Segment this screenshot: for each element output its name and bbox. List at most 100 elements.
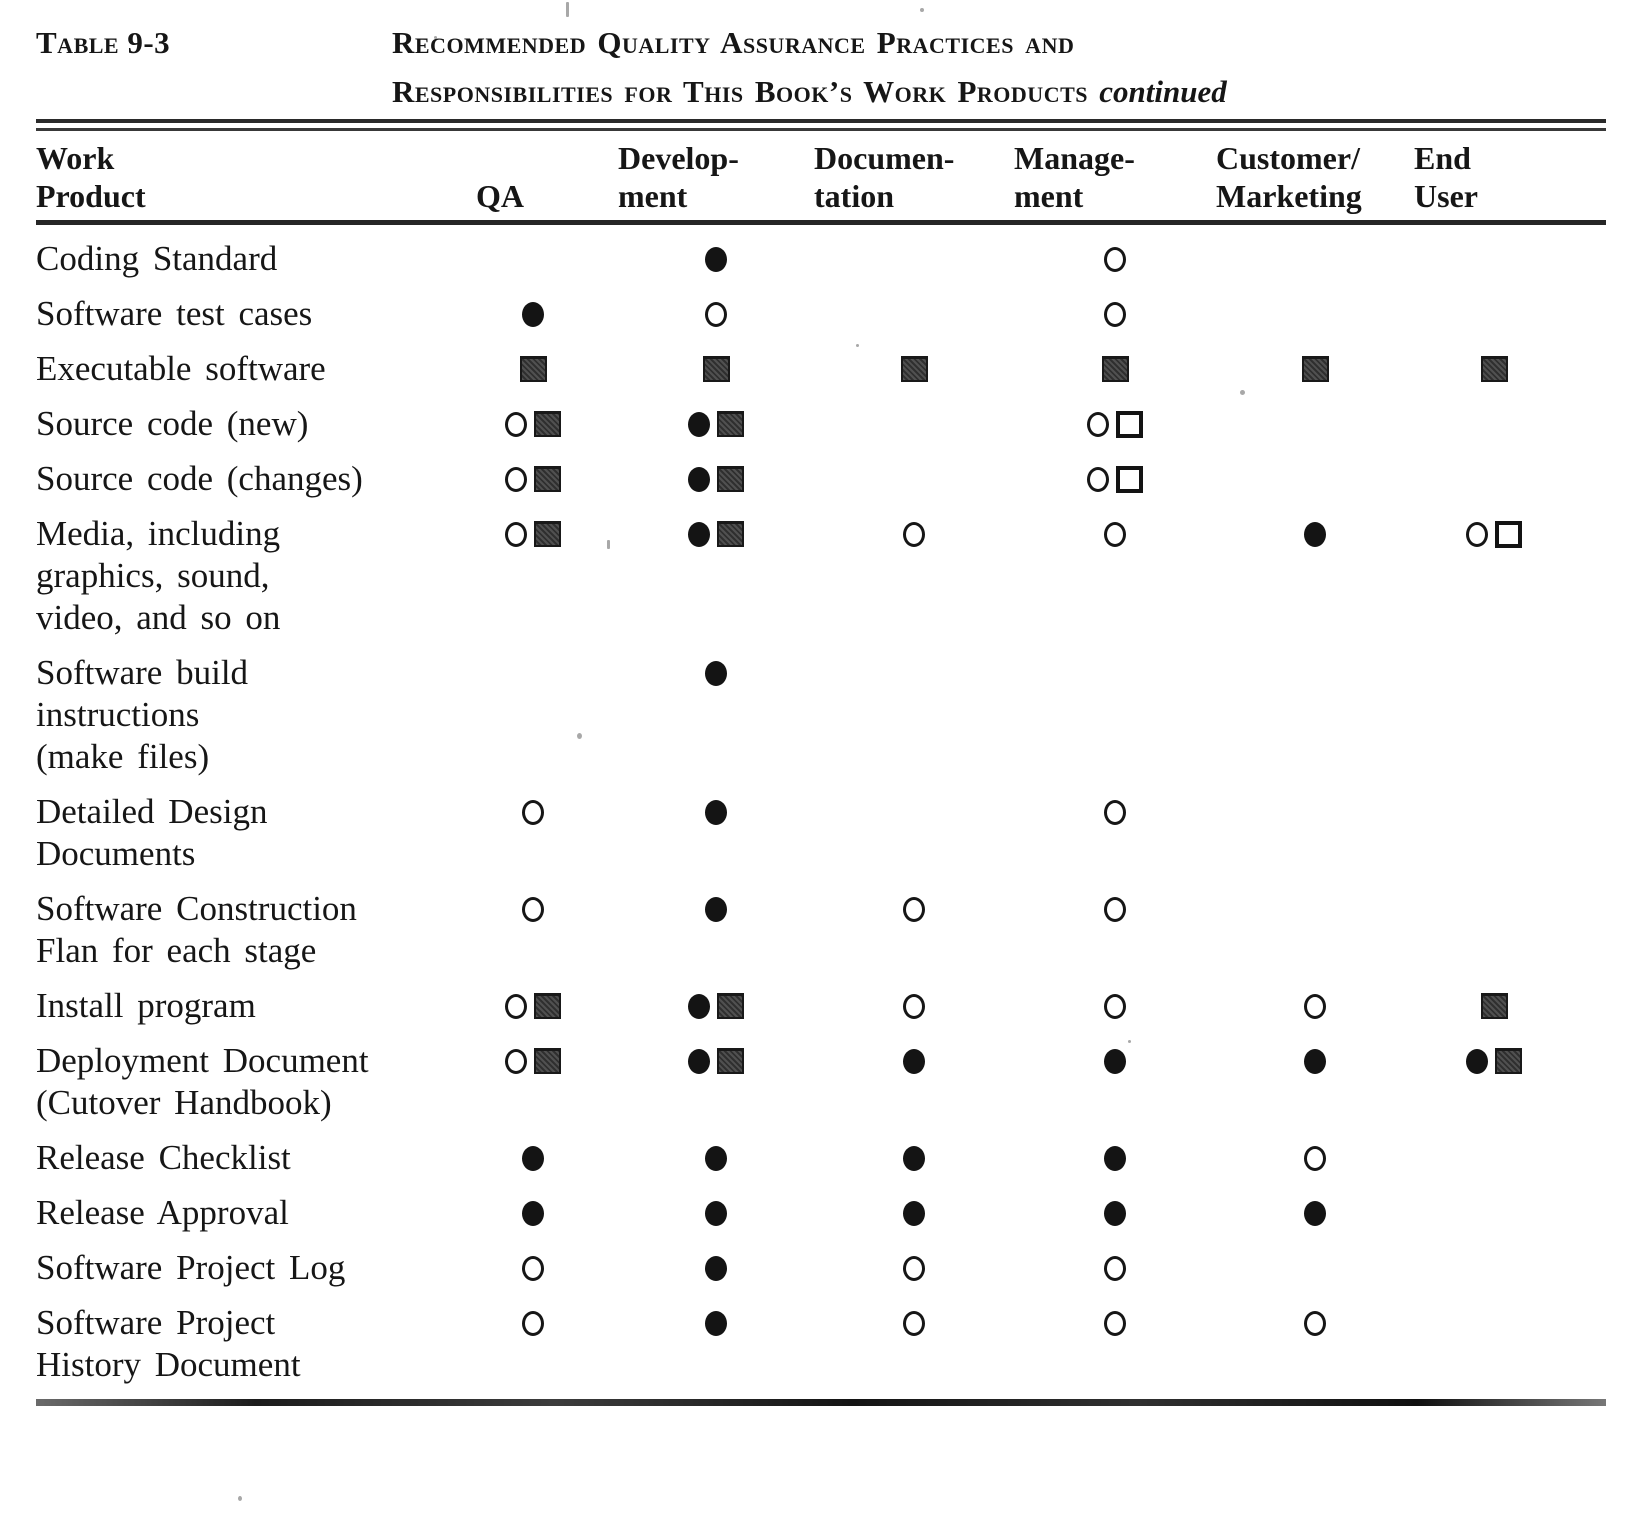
cell-customer_marketing: [1216, 238, 1414, 280]
open-circle-icon: [1104, 246, 1126, 272]
work-product-label: Source code (new): [36, 403, 448, 445]
work-product-label-line: Software build: [36, 653, 249, 692]
work-product-label: Deployment Document (Cutover Handbook): [36, 1040, 448, 1124]
cell-qa: [448, 888, 618, 930]
work-product-label: Release Checklist: [36, 1137, 448, 1179]
work-product-label: Software Project Log: [36, 1247, 448, 1289]
open-square-icon: [1495, 520, 1522, 548]
filled-circle-icon: [1104, 1200, 1126, 1226]
work-product-label: Software Project History Document: [36, 1302, 448, 1386]
column-header-line: QA: [476, 178, 524, 214]
table-row: Software Project History Document: [36, 1302, 1608, 1386]
work-product-label: Install program: [36, 985, 448, 1027]
work-product-label-line: Deployment Document: [36, 1041, 369, 1080]
cell-qa: [448, 652, 618, 694]
work-product-label: Software Construction Flan for each stage: [36, 888, 448, 972]
column-header-line: End: [1414, 140, 1471, 176]
column-header-line: [448, 139, 618, 177]
table-row: Software test cases: [36, 293, 1608, 335]
cell-customer_marketing: [1216, 403, 1414, 445]
filled-square-icon: [1480, 356, 1508, 382]
filled-circle-icon: [903, 1145, 925, 1171]
table-row: Coding Standard: [36, 238, 1608, 280]
column-header-product: Work Product: [36, 131, 448, 220]
cell-qa: [448, 1192, 618, 1234]
filled-circle-icon: [1104, 1048, 1126, 1074]
filled-square-icon: [1301, 356, 1329, 382]
cell-management: [1014, 1302, 1216, 1344]
table-row: Media, including graphics, sound, video, a…: [36, 513, 1608, 639]
filled-square-icon: [717, 466, 744, 492]
cell-customer_marketing: [1216, 1137, 1414, 1179]
column-header-line: Product: [36, 178, 146, 214]
cell-documentation: [814, 403, 1014, 445]
table-row: Software Construction Flan for each stage: [36, 888, 1608, 972]
work-product-label-line: Detailed Design: [36, 792, 268, 831]
open-circle-icon: [1304, 993, 1326, 1019]
work-product-label: Source code (changes): [36, 458, 448, 500]
cell-management: [1014, 1137, 1216, 1179]
filled-circle-icon: [522, 1200, 544, 1226]
filled-square-icon: [900, 356, 928, 382]
cell-documentation: [814, 293, 1014, 335]
scan-speck: [434, 36, 437, 39]
cell-management: [1014, 1192, 1216, 1234]
open-circle-icon: [505, 521, 527, 547]
table-row: Software Project Log: [36, 1247, 1608, 1289]
cell-end_user: [1414, 1137, 1574, 1179]
cell-qa: [448, 1040, 618, 1082]
open-circle-icon: [505, 466, 527, 492]
filled-circle-icon: [705, 246, 727, 272]
work-product-label-line: Source code (changes): [36, 459, 363, 498]
cell-development: [618, 888, 814, 930]
filled-square-icon: [534, 411, 561, 437]
cell-customer_marketing: [1216, 348, 1414, 390]
work-product-label: Software build instructions (make files): [36, 652, 448, 778]
work-product-label-line: Documents: [36, 834, 196, 873]
open-circle-icon: [522, 1310, 544, 1336]
column-header-line: tation: [814, 178, 894, 214]
cell-documentation: [814, 1192, 1014, 1234]
table-row: Deployment Document (Cutover Handbook): [36, 1040, 1608, 1124]
cell-customer_marketing: [1216, 458, 1414, 500]
cell-documentation: [814, 985, 1014, 1027]
table-row: Source code (changes): [36, 458, 1608, 500]
table-number-label: Table 9-3: [36, 25, 171, 60]
top-double-rule: [36, 119, 1606, 131]
cell-end_user: [1414, 1040, 1574, 1082]
table-row: Detailed Design Documents: [36, 791, 1608, 875]
cell-end_user: [1414, 791, 1574, 833]
cell-end_user: [1414, 888, 1574, 930]
cell-documentation: [814, 238, 1014, 280]
open-circle-icon: [1304, 1145, 1326, 1171]
cell-management: [1014, 348, 1216, 390]
cell-development: [618, 458, 814, 500]
open-circle-icon: [903, 896, 925, 922]
filled-circle-icon: [705, 660, 727, 686]
table-row: Source code (new): [36, 403, 1608, 445]
cell-development: [618, 1247, 814, 1289]
work-product-label-line: (make files): [36, 737, 210, 776]
filled-circle-icon: [1104, 1145, 1126, 1171]
cell-end_user: [1414, 348, 1574, 390]
open-circle-icon: [1104, 301, 1126, 327]
cell-customer_marketing: [1216, 791, 1414, 833]
filled-circle-icon: [705, 1145, 727, 1171]
filled-circle-icon: [522, 1145, 544, 1171]
cell-development: [618, 513, 814, 555]
header-bottom-rule: [36, 220, 1606, 225]
open-circle-icon: [903, 521, 925, 547]
table-row: Executable software: [36, 348, 1608, 390]
table-title-line1: Recommended Quality Assurance Practices …: [392, 25, 1075, 60]
work-product-label: Release Approval: [36, 1192, 448, 1234]
filled-circle-icon: [688, 466, 710, 492]
cell-development: [618, 652, 814, 694]
filled-square-icon: [717, 411, 744, 437]
open-circle-icon: [1087, 411, 1109, 437]
filled-square-icon: [534, 466, 561, 492]
cell-documentation: [814, 458, 1014, 500]
cell-qa: [448, 348, 618, 390]
filled-circle-icon: [705, 1255, 727, 1281]
column-header-documentation: Documen-tation: [814, 131, 1014, 220]
table-title-line2: Responsibilities for This Book’s Work Pr…: [392, 74, 1227, 109]
